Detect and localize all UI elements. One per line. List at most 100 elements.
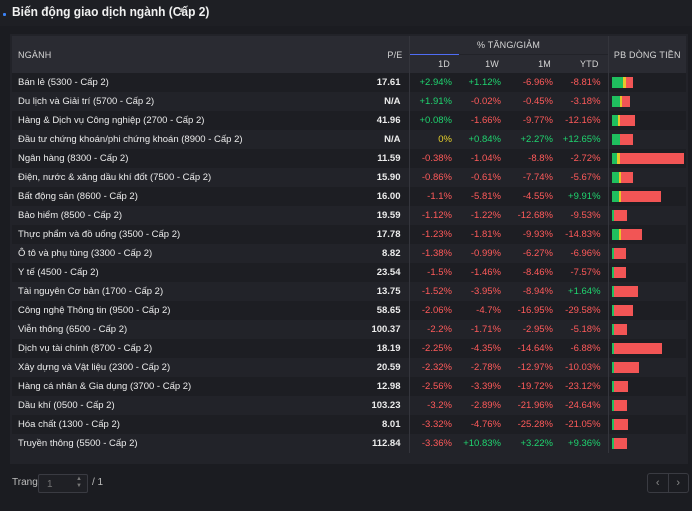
- pb-flow-neutral-segment: [618, 191, 621, 202]
- change-1w: -0.99%: [459, 244, 508, 263]
- change-ytd: +1.64%: [560, 282, 609, 301]
- change-1d: +1.91%: [408, 92, 459, 111]
- change-1w: -1.81%: [459, 225, 508, 244]
- sector-name: Hàng & Dịch vụ Công nghiệp (2700 - Cấp 2…: [12, 111, 364, 130]
- pb-flow-neutral-segment: [618, 115, 621, 126]
- change-1d: +2.94%: [408, 73, 459, 92]
- pb-flow-inflow-segment: [611, 77, 624, 88]
- change-1d: -2.32%: [408, 358, 459, 377]
- change-1d: -1.5%: [408, 263, 459, 282]
- table-row[interactable]: Xây dựng và Vật liệu (2300 - Cấp 2) 20.59…: [12, 358, 687, 377]
- change-1m: -16.95%: [508, 301, 560, 320]
- pb-flow-cell: [607, 377, 687, 396]
- pb-flow-cell: [607, 92, 687, 111]
- pb-flow-bar: [611, 305, 687, 316]
- sector-name: Du lịch và Giải trí (5700 - Cấp 2): [12, 92, 364, 111]
- change-1w: -4.7%: [459, 301, 508, 320]
- pe-value: 58.65: [364, 301, 409, 320]
- col-header-1d[interactable]: 1D: [408, 54, 459, 73]
- pb-flow-cell: [607, 339, 687, 358]
- col-header-1w[interactable]: 1W: [459, 54, 508, 73]
- table-row[interactable]: Đầu tư chứng khoán/phi chứng khoán (8900…: [12, 130, 687, 149]
- pb-flow-outflow-segment: [613, 210, 627, 221]
- pb-flow-neutral-segment: [617, 153, 621, 164]
- pb-flow-cell: [607, 244, 687, 263]
- table-row[interactable]: Hàng & Dịch vụ Công nghiệp (2700 - Cấp 2…: [12, 111, 687, 130]
- sector-name: Dầu khí (0500 - Cấp 2): [12, 396, 364, 415]
- title-dropdown-icon[interactable]: ▲: [178, 5, 186, 14]
- sector-name: Y tế (4500 - Cấp 2): [12, 263, 364, 282]
- pb-flow-bar: [611, 362, 687, 373]
- prev-page-icon[interactable]: ‹: [655, 477, 660, 489]
- pb-flow-inflow-segment: [611, 267, 614, 278]
- sector-name: Hóa chất (1300 - Cấp 2): [12, 415, 364, 434]
- table-row[interactable]: Viễn thông (6500 - Cấp 2) 100.37 -2.2% -1.7…: [12, 320, 687, 339]
- change-1w: -1.22%: [459, 206, 508, 225]
- pb-flow-inflow-segment: [611, 381, 614, 392]
- page-stepper[interactable]: ▲ ▼: [74, 476, 84, 491]
- pb-flow-bar: [611, 419, 687, 430]
- table-row[interactable]: Bất động sản (8600 - Cấp 2) 16.00 -1.1% -5.…: [12, 187, 687, 206]
- pb-flow-bar: [611, 438, 687, 449]
- pb-flow-outflow-segment: [620, 115, 636, 126]
- pb-flow-outflow-segment: [613, 362, 640, 373]
- table-row[interactable]: Thực phẩm và đồ uống (3500 - Cấp 2) 17.78…: [12, 225, 687, 244]
- pe-value: N/A: [364, 92, 409, 111]
- change-1m: -25.28%: [508, 415, 560, 434]
- pe-value: 41.96: [364, 111, 409, 130]
- table-row[interactable]: Du lịch và Giải trí (5700 - Cấp 2) N/A +1.…: [12, 92, 687, 111]
- change-1w: +10.83%: [459, 434, 508, 453]
- change-1d: -1.52%: [408, 282, 459, 301]
- table-row[interactable]: Điện, nước & xăng dầu khí đốt (7500 - Cấ…: [12, 168, 687, 187]
- change-ytd: -7.57%: [560, 263, 609, 282]
- table-row[interactable]: Truyền thông (5500 - Cấp 2) 112.84 -3.36% +…: [12, 434, 687, 453]
- title-bar: Biến động giao dịch ngành (Cấp 2) ▲: [0, 0, 692, 26]
- pb-flow-outflow-segment: [613, 324, 627, 335]
- change-ytd: -6.96%: [560, 244, 609, 263]
- table-row[interactable]: Công nghệ Thông tin (9500 - Cấp 2) 58.65-…: [12, 301, 687, 320]
- next-page-icon[interactable]: ›: [667, 474, 689, 492]
- table-row[interactable]: Hóa chất (1300 - Cấp 2) 8.01 -3.32% -4.76% -…: [12, 415, 687, 434]
- col-header-pe[interactable]: P/E: [364, 36, 409, 73]
- change-ytd: -10.03%: [560, 358, 609, 377]
- pe-value: 8.01: [364, 415, 409, 434]
- sector-name: Thực phẩm và đồ uống (3500 - Cấp 2): [12, 225, 364, 244]
- change-ytd: -12.16%: [560, 111, 609, 130]
- change-1d: -1.12%: [408, 206, 459, 225]
- change-1m: -0.45%: [508, 92, 560, 111]
- table-row[interactable]: Ngân hàng (8300 - Cấp 2) 11.59 -0.38% -1.04…: [12, 149, 687, 168]
- table-row[interactable]: Dịch vụ tài chính (8700 - Cấp 2) 18.19 -2.…: [12, 339, 687, 358]
- col-header-sector[interactable]: NGÀNH: [12, 36, 364, 73]
- table-row[interactable]: Tài nguyên Cơ bản (1700 - Cấp 2) 13.75 -1.…: [12, 282, 687, 301]
- change-ytd: -29.58%: [560, 301, 609, 320]
- pb-flow-cell: [607, 301, 687, 320]
- page-number-field[interactable]: [39, 475, 77, 494]
- change-1w: -2.78%: [459, 358, 508, 377]
- sector-name: Viễn thông (6500 - Cấp 2): [12, 320, 364, 339]
- pb-flow-cell: [607, 263, 687, 282]
- change-1m: -8.94%: [508, 282, 560, 301]
- col-header-1m[interactable]: 1M: [508, 54, 560, 73]
- col-header-ytd[interactable]: YTD: [560, 54, 609, 73]
- table-row[interactable]: Dầu khí (0500 - Cấp 2) 103.23 -3.2% -2.89% -…: [12, 396, 687, 415]
- change-ytd: -6.88%: [560, 339, 609, 358]
- sector-table: NGÀNH P/E % TĂNG/GIẢM PB DÒNG TIỀN 1D 1W…: [12, 36, 687, 453]
- page-number-input[interactable]: ▲ ▼: [38, 474, 88, 494]
- pb-flow-outflow-segment: [613, 400, 627, 411]
- table-row[interactable]: Hàng cá nhân & Gia dụng (3700 - Cấp 2) 12…: [12, 377, 687, 396]
- pb-flow-outflow-segment: [625, 77, 634, 88]
- pb-flow-inflow-segment: [611, 343, 614, 354]
- change-1d: 0%: [408, 130, 459, 149]
- stepper-down-icon[interactable]: ▼: [76, 483, 82, 489]
- table-row[interactable]: Bán lẻ (5300 - Cấp 2) 17.61 +2.94% +1.12% -6…: [12, 73, 687, 92]
- table-row[interactable]: Ô tô và phụ tùng (3300 - Cấp 2) 8.82 -1.38…: [12, 244, 687, 263]
- table-row[interactable]: Y tế (4500 - Cấp 2) 23.54 -1.5% -1.46% -8.46…: [12, 263, 687, 282]
- pb-flow-outflow-segment: [613, 248, 626, 259]
- pe-value: 15.90: [364, 168, 409, 187]
- change-1d: -3.2%: [408, 396, 459, 415]
- pb-flow-outflow-segment: [613, 438, 627, 449]
- change-1w: -0.02%: [459, 92, 508, 111]
- stepper-up-icon[interactable]: ▲: [76, 476, 82, 482]
- change-1w: -4.76%: [459, 415, 508, 434]
- table-row[interactable]: Bảo hiểm (8500 - Cấp 2) 19.59 -1.12% -1.22%…: [12, 206, 687, 225]
